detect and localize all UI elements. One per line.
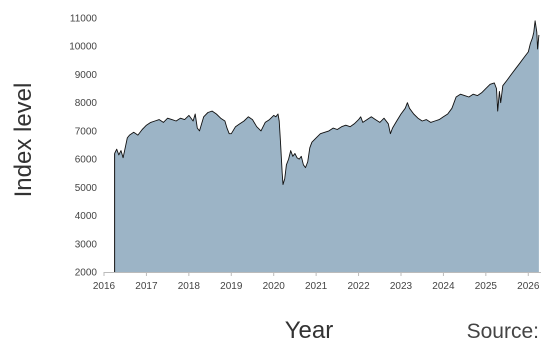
x-tick-label: 2018 bbox=[178, 281, 201, 292]
series-area bbox=[114, 20, 539, 272]
y-tick-label: 11000 bbox=[70, 14, 98, 25]
y-tick-label: 2000 bbox=[75, 268, 98, 279]
x-tick-label: 2021 bbox=[305, 281, 328, 292]
y-tick-label: 8000 bbox=[75, 98, 98, 109]
y-axis-title: Index level bbox=[10, 83, 37, 198]
x-tick-label: 2025 bbox=[475, 281, 498, 292]
y-tick-label: 10000 bbox=[69, 42, 97, 53]
y-tick-label: 9000 bbox=[75, 70, 98, 81]
y-tick-label: 4000 bbox=[75, 211, 98, 222]
x-tick-label: 2020 bbox=[263, 281, 286, 292]
y-tick-label: 6000 bbox=[75, 155, 98, 166]
source-label: Source: bbox=[467, 320, 539, 340]
y-tick-label: 5000 bbox=[75, 183, 98, 194]
x-tick-label: 2024 bbox=[432, 281, 455, 292]
plot-area bbox=[114, 20, 540, 272]
series-line bbox=[114, 20, 540, 185]
x-tick-label: 2019 bbox=[220, 281, 243, 292]
y-tick-label: 7000 bbox=[75, 126, 98, 137]
x-tick-label: 2016 bbox=[93, 281, 116, 292]
axes: 2016 2017 2018 2019 2020 2021 2022 2023 2024 2025… bbox=[69, 14, 541, 292]
y-tick-label: 3000 bbox=[75, 239, 98, 250]
x-tick-label: 2023 bbox=[390, 281, 413, 292]
x-tick-label: 2022 bbox=[347, 281, 370, 292]
x-axis-title: Year bbox=[285, 317, 334, 340]
x-tick-label: 2026 bbox=[517, 281, 540, 292]
x-tick-label: 2017 bbox=[135, 281, 158, 292]
